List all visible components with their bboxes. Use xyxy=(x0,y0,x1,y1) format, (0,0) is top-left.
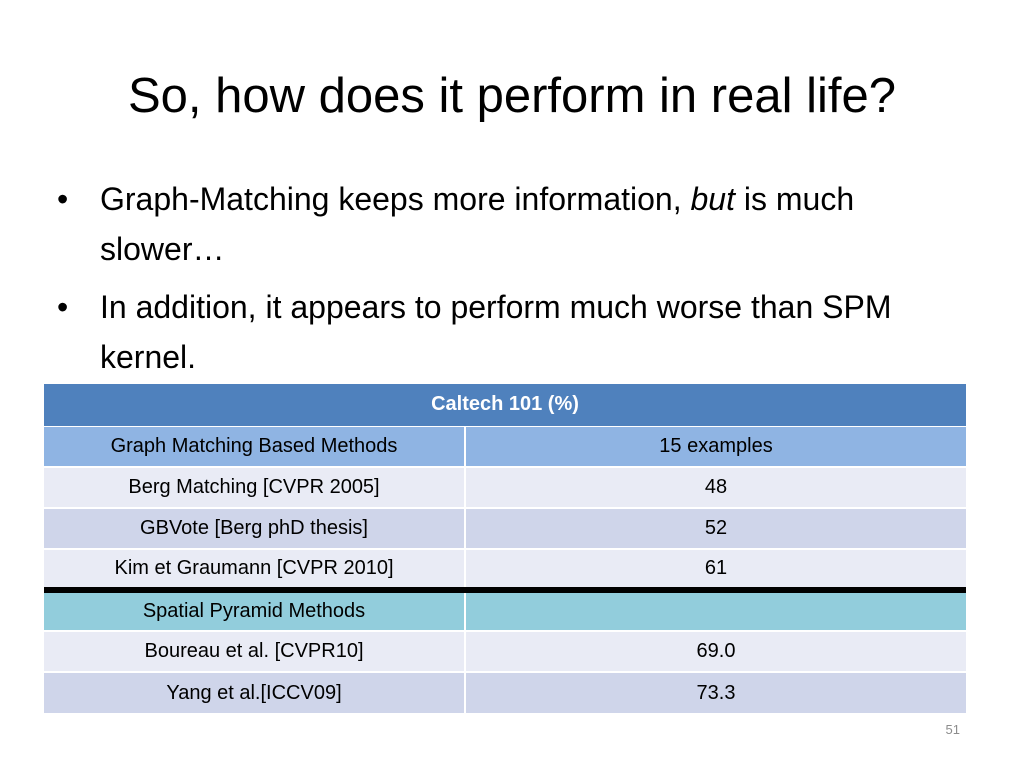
bullet-icon: • xyxy=(57,289,69,325)
bullet-icon: • xyxy=(57,181,69,217)
score-cell: 48 xyxy=(465,466,966,508)
bullet-item: • Graph-Matching keeps more information,… xyxy=(57,174,957,274)
score-cell: 61 xyxy=(465,548,966,590)
bullet-emphasis: but xyxy=(690,181,735,217)
score-cell: 69.0 xyxy=(465,630,966,672)
table-caption-row: Caltech 101 (%) xyxy=(44,384,966,426)
table-header-row: Graph Matching Based Methods 15 examples xyxy=(44,425,966,467)
column-header-method: Graph Matching Based Methods xyxy=(44,425,466,467)
table-row: Yang et al.[ICCV09] 73.3 xyxy=(44,671,966,713)
spm-section-header-row: Spatial Pyramid Methods xyxy=(44,587,966,631)
method-cell: Yang et al.[ICCV09] xyxy=(44,671,466,713)
results-table: Caltech 101 (%) Graph Matching Based Met… xyxy=(44,384,966,713)
page-number: 51 xyxy=(945,722,960,737)
method-cell: GBVote [Berg phD thesis] xyxy=(44,507,466,549)
score-cell: 73.3 xyxy=(465,671,966,713)
method-cell: Berg Matching [CVPR 2005] xyxy=(44,466,466,508)
spm-section-label: Spatial Pyramid Methods xyxy=(44,587,466,631)
bullet-item: • In addition, it appears to perform muc… xyxy=(57,282,957,382)
bullet-text: In addition, it appears to perform much … xyxy=(100,289,892,375)
table-row: Kim et Graumann [CVPR 2010] 61 xyxy=(44,548,966,590)
table-row: Boureau et al. [CVPR10] 69.0 xyxy=(44,630,966,672)
table-row: Berg Matching [CVPR 2005] 48 xyxy=(44,466,966,508)
bullet-text-tail: is much slower… xyxy=(100,181,855,267)
spm-section-empty-cell xyxy=(465,587,966,631)
table-row: GBVote [Berg phD thesis] 52 xyxy=(44,507,966,549)
score-cell: 52 xyxy=(465,507,966,549)
bullet-text: Graph-Matching keeps more information, xyxy=(100,181,691,217)
method-cell: Kim et Graumann [CVPR 2010] xyxy=(44,548,466,590)
table-caption: Caltech 101 (%) xyxy=(44,384,966,426)
bullet-list: • Graph-Matching keeps more information,… xyxy=(57,174,957,390)
slide-title: So, how does it perform in real life? xyxy=(127,69,897,123)
method-cell: Boureau et al. [CVPR10] xyxy=(44,630,466,672)
column-header-examples: 15 examples xyxy=(465,425,966,467)
